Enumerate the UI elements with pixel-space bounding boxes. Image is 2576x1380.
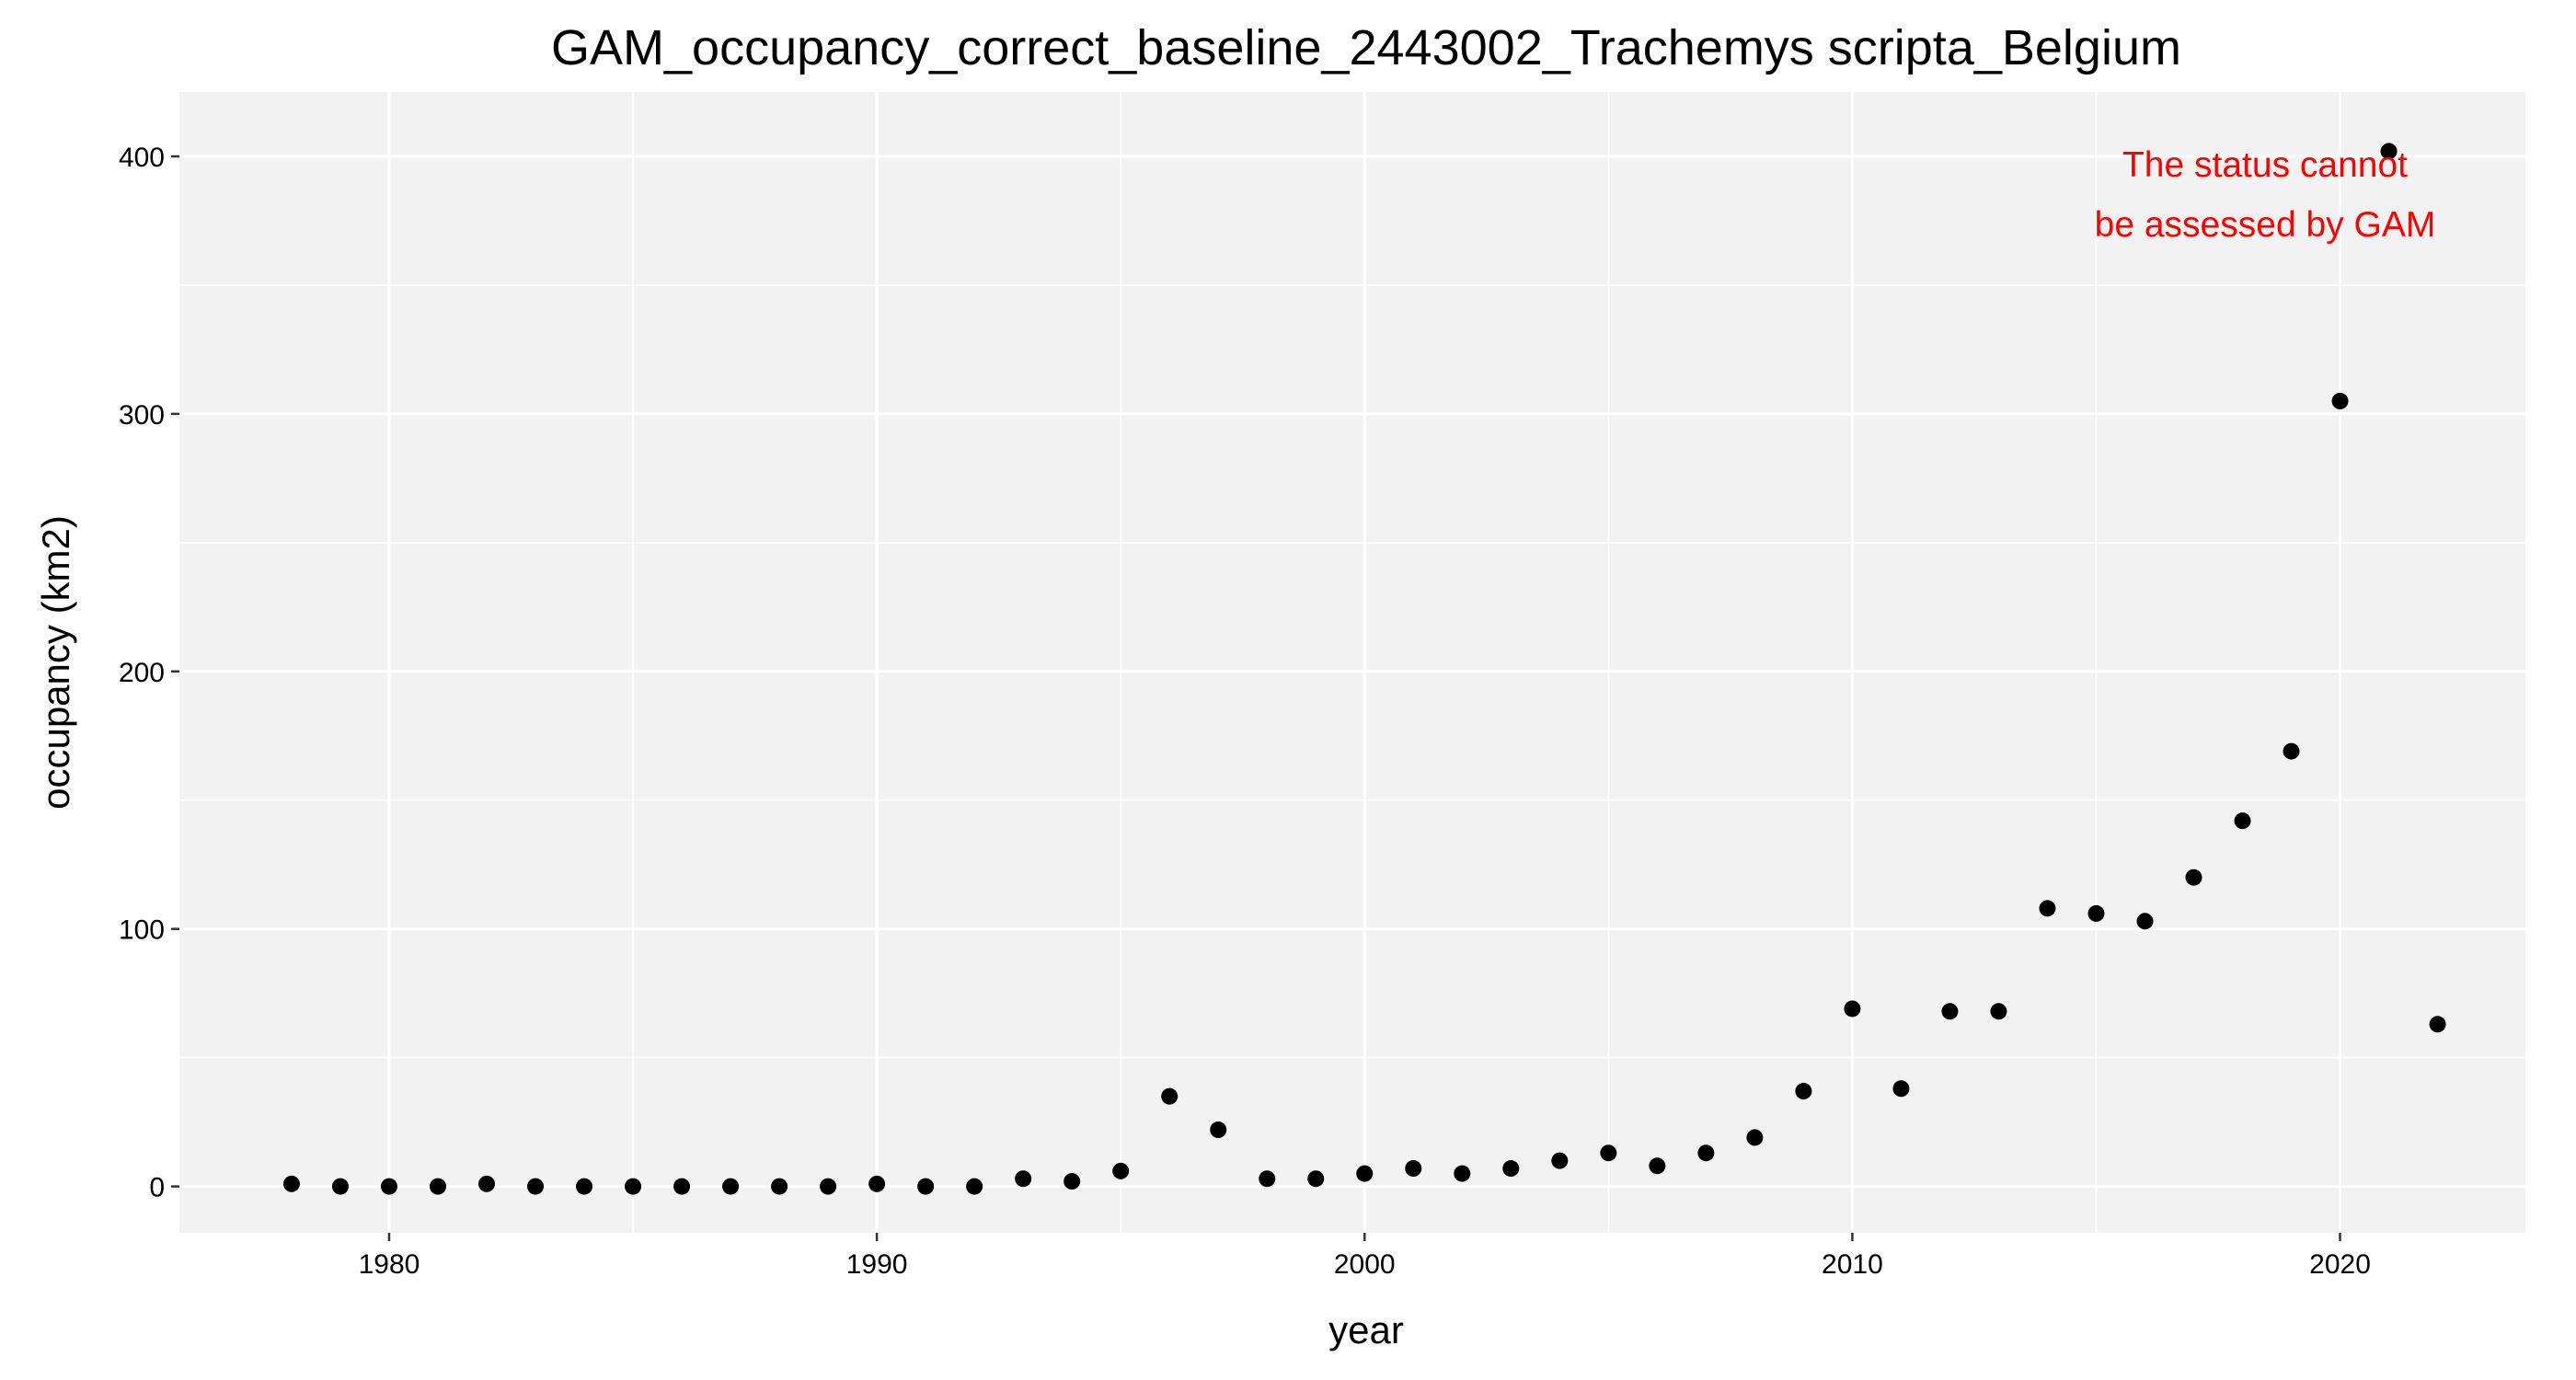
data-point — [1454, 1165, 1471, 1182]
data-point — [1990, 1003, 2007, 1020]
data-point — [1600, 1144, 1617, 1162]
data-point — [2380, 143, 2398, 160]
status-annotation: The status cannot be assessed by GAM — [2095, 145, 2436, 245]
data-point — [2185, 868, 2202, 886]
data-point — [771, 1178, 788, 1195]
grid-major — [179, 92, 2525, 1233]
data-point — [917, 1178, 935, 1195]
grid-minor — [179, 92, 2525, 1233]
x-axis-ticks: 1980 1990 2000 2010 2020 — [359, 1233, 2371, 1280]
data-point — [1892, 1080, 1910, 1098]
data-point — [1551, 1152, 1569, 1169]
data-point — [527, 1178, 545, 1195]
annotation-line-2: be assessed by GAM — [2095, 205, 2436, 245]
data-point — [429, 1178, 446, 1195]
data-point — [1307, 1170, 1325, 1188]
x-tick-label: 2010 — [1822, 1249, 1883, 1280]
data-point — [625, 1178, 642, 1195]
data-point — [2136, 913, 2154, 930]
y-axis-title: occupancy (km2) — [34, 515, 77, 810]
data-point — [282, 1175, 300, 1192]
data-point — [1259, 1170, 1276, 1188]
data-point — [1649, 1157, 1666, 1175]
data-point — [1405, 1160, 1422, 1178]
data-point — [576, 1178, 593, 1195]
x-tick-label: 2020 — [2309, 1249, 2371, 1280]
data-point — [1502, 1160, 1520, 1178]
data-point — [1112, 1162, 1130, 1179]
data-point — [2087, 904, 2105, 922]
data-point — [820, 1178, 837, 1195]
data-point — [477, 1175, 495, 1192]
x-axis-title: year — [1328, 1308, 1404, 1351]
data-point — [1746, 1129, 1764, 1146]
data-point — [1795, 1083, 1812, 1100]
y-tick-label: 300 — [119, 400, 165, 431]
data-points — [282, 143, 2446, 1195]
data-point — [1064, 1173, 1081, 1190]
data-point — [1844, 1000, 1861, 1018]
data-point — [2234, 812, 2251, 830]
data-point — [2283, 742, 2300, 760]
data-point — [966, 1178, 983, 1195]
data-point — [1356, 1165, 1374, 1182]
x-tick-label: 1980 — [359, 1249, 420, 1280]
data-point — [673, 1178, 691, 1195]
y-axis-ticks: 0 100 200 300 400 — [119, 143, 179, 1203]
data-point — [722, 1178, 740, 1195]
data-point — [1015, 1170, 1032, 1188]
data-point — [1161, 1087, 1179, 1105]
y-tick-label: 100 — [119, 915, 165, 946]
y-tick-label: 400 — [119, 143, 165, 173]
data-point — [2429, 1016, 2446, 1033]
annotation-line-1: The status cannot — [2122, 145, 2408, 185]
data-point — [1210, 1121, 1227, 1139]
data-point — [380, 1178, 397, 1195]
data-point — [2331, 392, 2349, 409]
data-point — [2039, 900, 2056, 917]
x-tick-label: 1990 — [846, 1249, 908, 1280]
chart-title: GAM_occupancy_correct_baseline_2443002_T… — [551, 20, 2181, 75]
data-point — [1941, 1003, 1959, 1020]
data-point — [868, 1175, 886, 1192]
plot-panel — [179, 92, 2525, 1233]
x-tick-label: 2000 — [1334, 1249, 1396, 1280]
data-point — [1697, 1144, 1715, 1162]
y-tick-label: 0 — [149, 1173, 165, 1203]
y-tick-label: 200 — [119, 658, 165, 688]
data-point — [331, 1178, 349, 1195]
